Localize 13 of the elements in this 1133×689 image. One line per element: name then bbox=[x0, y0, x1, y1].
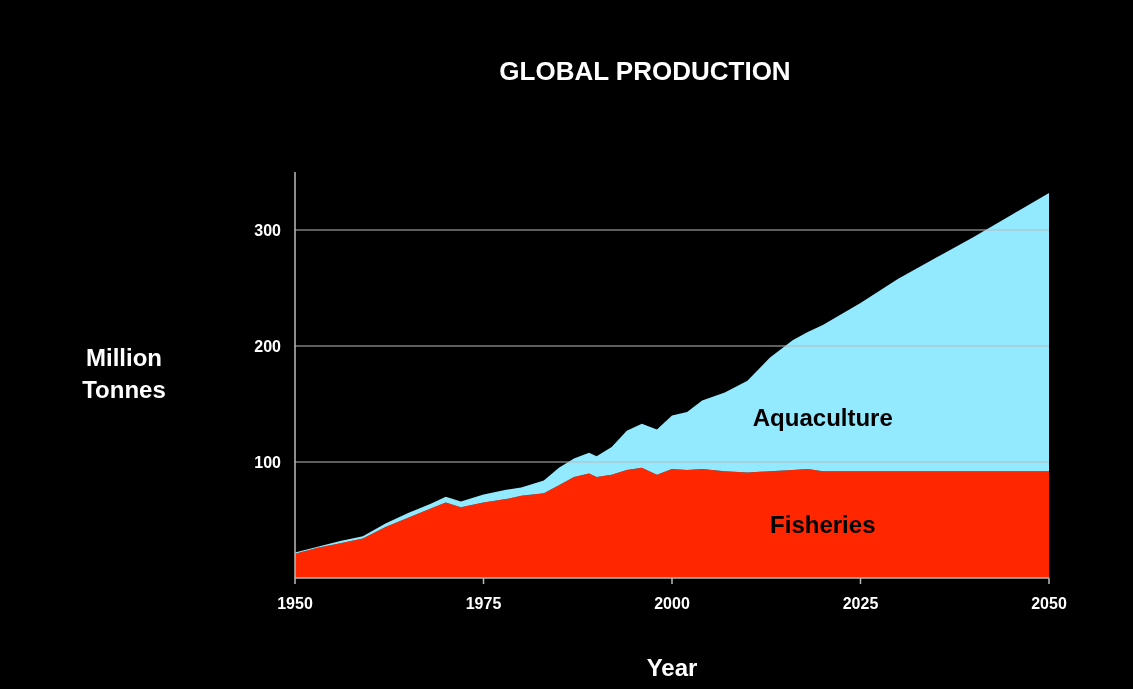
y-tick-label: 300 bbox=[254, 222, 282, 239]
y-axis-title: Million Tonnes bbox=[82, 344, 166, 403]
x-tick-label: 2050 bbox=[1031, 595, 1067, 612]
y-tick-label: 200 bbox=[254, 338, 282, 355]
series-label: Fisheries bbox=[770, 510, 876, 538]
x-tick-label: 1975 bbox=[465, 595, 502, 612]
chart-title: GLOBAL PRODUCTION bbox=[499, 56, 791, 86]
series-label: Aquaculture bbox=[752, 404, 893, 432]
x-tick-label: 2025 bbox=[842, 595, 879, 612]
x-tick-label: 2000 bbox=[654, 595, 690, 612]
y-tick-label: 100 bbox=[254, 454, 282, 471]
x-axis-title: Year bbox=[646, 654, 698, 681]
x-tick-label: 1950 bbox=[277, 595, 313, 612]
